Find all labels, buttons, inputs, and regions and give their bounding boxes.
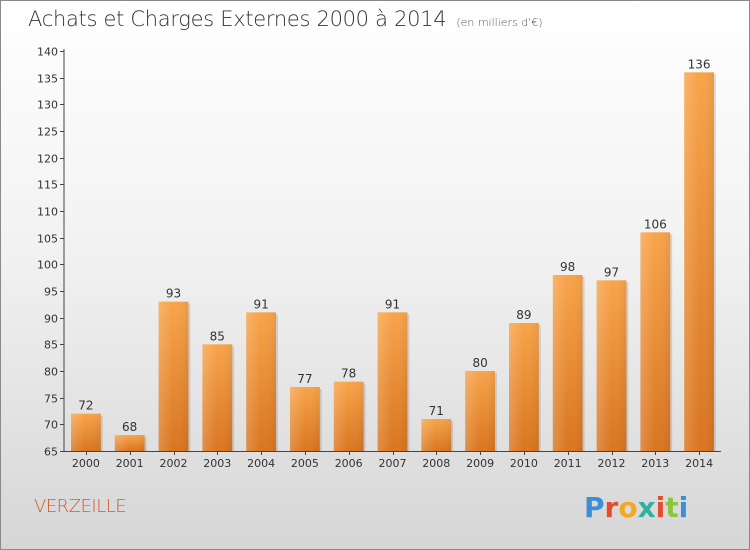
bar-shine — [465, 371, 495, 451]
x-tick-label: 2007 — [379, 457, 407, 470]
x-axis: 2000 2001 2002 2003 2004 2005 2006 2007 2008 2009… — [64, 451, 721, 470]
bar-shine — [552, 275, 583, 451]
bar-shine — [246, 312, 276, 451]
x-tick-label: 2000 — [72, 457, 100, 470]
y-tick-label: 65 — [44, 446, 58, 459]
bar-value-label: 71 — [429, 404, 444, 418]
y-tick-label: 120 — [37, 153, 58, 166]
commune-name: VERZEILLE — [34, 496, 127, 517]
chart-title: Achats et Charges Externes 2000 à 2014 (e… — [28, 7, 543, 31]
bar-shine — [333, 381, 364, 451]
x-tick-label: 2012 — [598, 457, 626, 470]
bar-value-label: 78 — [341, 367, 356, 381]
x-tick-label: 2001 — [116, 457, 144, 470]
bar-value-label: 77 — [297, 372, 312, 386]
chart-subtitle: (en milliers d'€) — [456, 16, 543, 29]
x-tick-label: 2009 — [466, 457, 494, 470]
y-tick-label: 100 — [37, 259, 58, 272]
x-tick-label: 2004 — [247, 457, 275, 470]
x-tick-label: 2013 — [641, 457, 669, 470]
bar-value-label: 68 — [122, 420, 137, 434]
bar-shine — [202, 344, 233, 451]
bar-shine — [290, 387, 320, 451]
bar-value-label: 97 — [604, 265, 619, 279]
proxiti-logo-mark: Proxiti — [584, 491, 688, 524]
y-tick-label: 130 — [37, 99, 58, 112]
y-tick-label: 110 — [37, 206, 58, 219]
y-tick-label: 75 — [44, 393, 58, 406]
bar-value-label: 85 — [210, 329, 225, 343]
proxiti-logo: Proxiti — [584, 490, 694, 530]
bar-value-label: 98 — [560, 260, 575, 274]
bar-value-label: 80 — [472, 356, 487, 370]
bar-value-label: 136 — [688, 57, 711, 71]
y-tick-label: 125 — [37, 126, 58, 139]
bar-shine — [114, 435, 145, 451]
bar-value-label: 93 — [166, 287, 181, 301]
x-tick-label: 2010 — [510, 457, 538, 470]
bar-shine — [421, 419, 452, 451]
proxiti-logo-letters: Proxiti — [584, 491, 688, 524]
x-tick-label: 2014 — [685, 457, 713, 470]
y-axis: 65 70 75 80 85 90 95 100 105 110 115 120 125 130 135 14… — [37, 46, 65, 459]
bar-chart: 65 70 75 80 85 90 95 100 105 110 115 120 125 130 135 14… — [37, 46, 721, 470]
x-tick-label: 2002 — [160, 457, 188, 470]
bar-shine — [684, 72, 714, 451]
bar-value-label: 89 — [516, 308, 531, 322]
bar-value-label: 72 — [78, 399, 93, 413]
y-tick-label: 105 — [37, 233, 58, 246]
y-tick-label: 140 — [37, 46, 58, 59]
y-tick-label: 70 — [44, 419, 58, 432]
y-tick-label: 85 — [44, 339, 58, 352]
bar-value-label: 106 — [644, 217, 667, 231]
bar-shine — [71, 413, 101, 451]
y-tick-label: 90 — [44, 313, 58, 326]
bar-value-label: 91 — [385, 297, 400, 311]
bar-shine — [596, 280, 627, 451]
bar-value-label: 91 — [253, 297, 268, 311]
bars: 72 68 93 85 91 77 78 91 71 80 89 98 97 106 136 — [71, 57, 716, 451]
bar-shine — [509, 323, 539, 451]
chart-title-text: Achats et Charges Externes 2000 à 2014 — [28, 7, 447, 31]
bar-shine — [377, 312, 408, 451]
y-tick-label: 80 — [44, 366, 58, 379]
x-tick-label: 2006 — [335, 457, 363, 470]
x-tick-label: 2003 — [203, 457, 231, 470]
bar-shine — [640, 232, 671, 451]
x-tick-label: 2005 — [291, 457, 319, 470]
bar-shine — [158, 301, 189, 451]
x-tick-label: 2011 — [554, 457, 582, 470]
x-tick-label: 2008 — [422, 457, 450, 470]
y-tick-label: 135 — [37, 73, 58, 86]
y-tick-label: 115 — [37, 179, 58, 192]
y-tick-label: 95 — [44, 286, 58, 299]
